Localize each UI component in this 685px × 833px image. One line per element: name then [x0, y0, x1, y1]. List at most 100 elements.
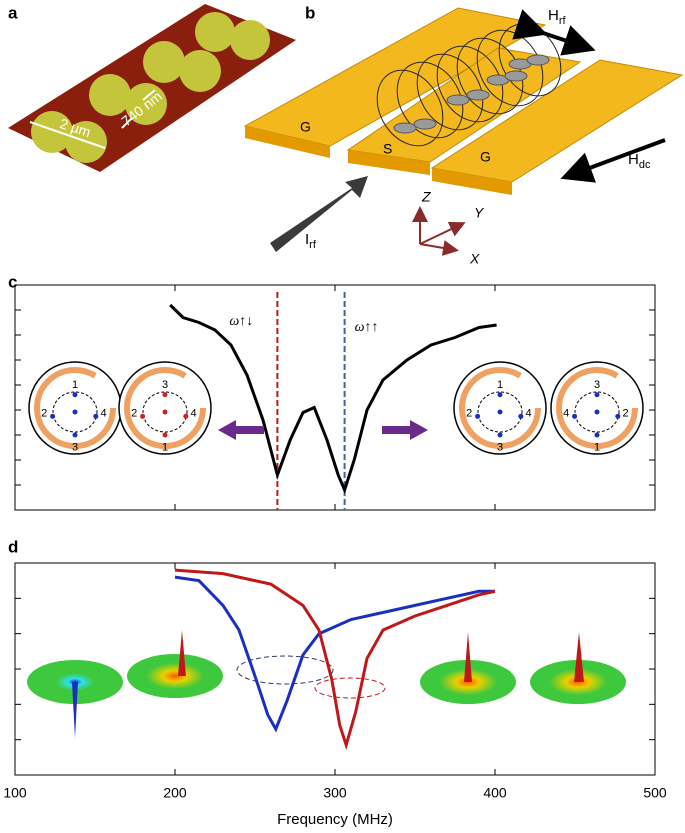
disk: [453, 361, 547, 455]
x-axis: [419, 240, 459, 256]
mode-label: ω↑↑: [355, 320, 379, 335]
circulation: [124, 367, 206, 449]
arrow: [218, 420, 264, 440]
subscript: rf: [559, 15, 567, 27]
spectrum-curve: [169, 303, 497, 495]
gyration: [52, 391, 98, 433]
core-up: [574, 632, 584, 682]
gyration-orbit: [236, 655, 334, 685]
hdc-arrow: [560, 138, 666, 183]
core-dot: [183, 413, 189, 419]
symbol: H: [628, 151, 639, 168]
x-axis-title: Frequency (MHz): [277, 811, 393, 828]
irf-label: Irf: [305, 231, 317, 251]
gap-arrow: [121, 117, 133, 129]
disks: [393, 54, 550, 134]
subscript: rf: [309, 239, 317, 251]
symbol: I: [305, 231, 309, 248]
position-label: 4: [563, 408, 569, 420]
core-dot: [72, 409, 78, 415]
signal-label: S: [383, 141, 392, 157]
disk: [550, 361, 644, 455]
gyration: [477, 391, 523, 433]
symbol: H: [548, 7, 559, 24]
core-dot: [594, 392, 600, 398]
panel-a: a 2 µm 740 nm: [8, 3, 296, 172]
core-up: [178, 630, 186, 676]
scale-bar: [29, 121, 106, 149]
spectrum-curve: [174, 568, 496, 751]
panel-b: b G S G Hrf Hdc Irf: [243, 3, 684, 267]
position-label: 2: [466, 408, 472, 420]
arrow: [382, 420, 428, 440]
core-dot: [518, 413, 524, 419]
gap-arrow: [142, 89, 156, 101]
panel-c: ω↑↓ ω↑↑ 1 2 4 3 3 2 4 1 1 2 4 3 3 4 2 1: [14, 285, 656, 510]
core-dot: [72, 432, 78, 438]
axis-label: X: [469, 251, 480, 267]
core-dot: [162, 392, 168, 398]
circulation: [459, 367, 541, 449]
position-label: 1: [162, 442, 168, 454]
x-tick-label: 300: [323, 785, 347, 801]
position-label: 2: [131, 408, 137, 420]
core-dot: [497, 409, 503, 415]
core-down: [72, 682, 78, 738]
axis-label: Y: [474, 205, 485, 221]
position-label: 2: [623, 408, 629, 420]
gyration-orbit: [314, 677, 386, 699]
core-dot: [50, 413, 56, 419]
ground-bar-side: [432, 168, 512, 195]
irf-arrow: [270, 176, 368, 252]
hdc-label: Hdc: [628, 151, 651, 171]
position-label: 4: [101, 408, 107, 420]
circulation: [556, 367, 638, 449]
panel-label: b: [305, 3, 315, 22]
spectrum-curve: [174, 575, 495, 733]
core-dot: [615, 413, 621, 419]
core-dot: [475, 413, 481, 419]
panel-label: d: [8, 537, 18, 556]
x-tick-label: 500: [643, 785, 667, 801]
core-dot: [93, 413, 99, 419]
position-label: 3: [162, 379, 168, 391]
disk: [118, 361, 212, 455]
position-label: 3: [594, 379, 600, 391]
ground-bar-side: [245, 126, 330, 158]
panel-label: c: [8, 272, 17, 291]
circulation: [34, 367, 116, 449]
axis-label: Z: [421, 189, 431, 205]
position-label: 4: [526, 408, 532, 420]
core-dot: [72, 392, 78, 398]
core-dot: [594, 409, 600, 415]
core-up: [464, 632, 472, 682]
subscript: dc: [639, 159, 651, 171]
core-dot: [162, 432, 168, 438]
mode-label: ω↑↓: [229, 314, 253, 329]
core-dot: [497, 392, 503, 398]
position-label: 1: [497, 379, 503, 391]
x-tick-label: 400: [483, 785, 507, 801]
y-axis: [419, 221, 466, 245]
core-dot: [162, 409, 168, 415]
position-label: 4: [191, 408, 197, 420]
position-label: 3: [72, 442, 78, 454]
ground-label: G: [480, 149, 491, 165]
x-tick-label: 100: [3, 785, 27, 801]
core-dot: [140, 413, 146, 419]
position-label: 1: [72, 379, 78, 391]
gyration: [574, 391, 620, 433]
x-tick-label: 200: [163, 785, 187, 801]
hrf-label: Hrf: [548, 7, 567, 27]
position-label: 2: [41, 408, 47, 420]
panel-label: a: [8, 3, 18, 22]
ground-bar: [430, 59, 684, 183]
signal-bar-side: [348, 150, 430, 175]
core-dot: [572, 413, 578, 419]
hrf-arrow: [512, 9, 596, 56]
vortex-surface: [127, 654, 223, 698]
ground-label: G: [300, 119, 311, 135]
dumbbells: [31, 12, 270, 163]
core-dot: [594, 432, 600, 438]
